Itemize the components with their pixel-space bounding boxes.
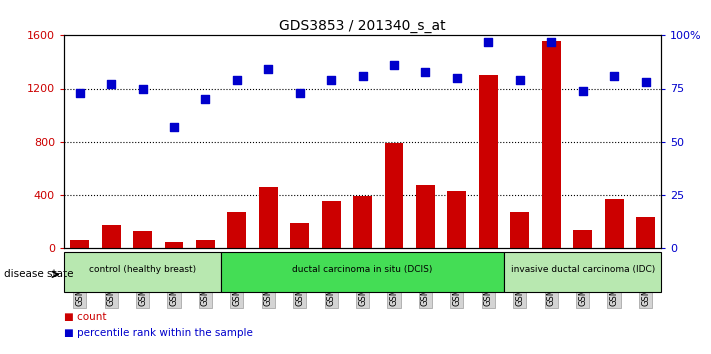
Point [294, 90, 306, 96]
Bar [479, 75, 498, 248]
Point [388, 62, 400, 68]
Bar [353, 196, 372, 248]
Bar [322, 201, 341, 248]
Point [200, 96, 211, 102]
Bar [573, 230, 592, 248]
Point [419, 69, 431, 74]
Bar [164, 242, 183, 248]
Text: ■ count: ■ count [64, 312, 107, 322]
Text: ductal carcinoma in situ (DCIS): ductal carcinoma in situ (DCIS) [292, 266, 433, 274]
Point [105, 81, 117, 87]
Bar [290, 223, 309, 248]
Point [74, 90, 85, 96]
Text: control (healthy breast): control (healthy breast) [89, 266, 196, 274]
Bar [196, 240, 215, 248]
Point [137, 86, 149, 91]
Point [262, 67, 274, 72]
Text: invasive ductal carcinoma (IDC): invasive ductal carcinoma (IDC) [510, 266, 655, 274]
Bar [510, 212, 529, 248]
Point [483, 39, 494, 45]
Bar [504, 252, 661, 292]
Bar [385, 143, 403, 248]
Point [577, 88, 588, 93]
Point [451, 75, 463, 81]
Bar [133, 230, 152, 248]
Bar [636, 217, 655, 248]
Bar [259, 187, 278, 248]
Text: ■ percentile rank within the sample: ■ percentile rank within the sample [64, 328, 253, 338]
Bar [70, 240, 89, 248]
Bar [228, 212, 246, 248]
Title: GDS3853 / 201340_s_at: GDS3853 / 201340_s_at [279, 19, 446, 33]
Bar [221, 252, 504, 292]
Point [231, 77, 242, 83]
Point [326, 77, 337, 83]
Point [514, 77, 525, 83]
Point [545, 39, 557, 45]
Point [640, 79, 651, 85]
Bar [416, 185, 435, 248]
Point [357, 73, 368, 79]
Bar [64, 252, 221, 292]
Text: disease state: disease state [4, 269, 73, 279]
Bar [447, 191, 466, 248]
Point [609, 73, 620, 79]
Bar [102, 225, 121, 248]
Bar [542, 41, 561, 248]
Point [169, 124, 180, 130]
Bar [604, 199, 624, 248]
